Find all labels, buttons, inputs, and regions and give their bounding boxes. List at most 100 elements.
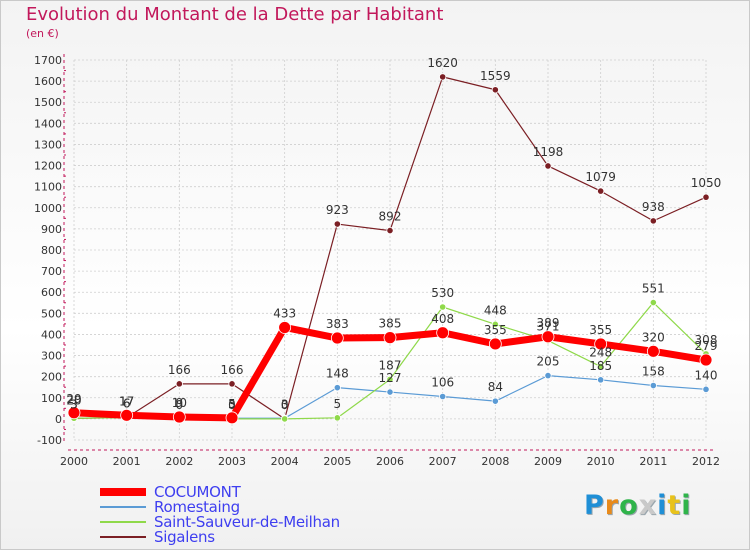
data-label: 308	[695, 333, 718, 347]
logo-letter: x	[638, 490, 658, 521]
data-point	[225, 411, 239, 425]
data-point	[386, 226, 394, 235]
data-point	[597, 376, 605, 384]
data-point	[436, 326, 450, 340]
data-label: 106	[431, 376, 454, 390]
y-tick-label: 300	[41, 350, 62, 363]
data-label: 6	[123, 397, 131, 411]
data-point	[281, 415, 289, 423]
data-label: 1620	[427, 56, 458, 70]
data-point	[333, 220, 341, 228]
data-label: 355	[589, 323, 612, 337]
x-tick-label: 2011	[639, 455, 667, 468]
x-tick-label: 2002	[165, 455, 193, 468]
x-tick-label: 2004	[271, 455, 299, 468]
data-label: 371	[537, 320, 560, 334]
data-point	[439, 303, 447, 311]
data-point	[649, 381, 657, 390]
data-point	[175, 380, 183, 388]
data-label: 355	[484, 323, 507, 337]
data-point	[488, 337, 502, 351]
data-point	[702, 385, 710, 393]
data-label: 1050	[691, 176, 722, 190]
y-tick-label: 900	[41, 223, 62, 236]
data-label: 248	[589, 346, 612, 360]
data-point	[333, 384, 341, 392]
y-tick-label: 1400	[34, 117, 62, 130]
y-tick-label: 200	[41, 371, 62, 384]
legend-label: Saint-Sauveur-de-Meilhan	[154, 512, 340, 531]
unit-label: (en €)	[26, 27, 59, 40]
data-label: 3	[281, 397, 289, 411]
proxiti-logo: Proxiti	[584, 490, 692, 521]
data-label: 0	[281, 398, 289, 412]
y-tick-label: 1500	[34, 96, 62, 109]
x-tick-label: 2000	[60, 455, 88, 468]
data-point	[646, 344, 660, 358]
data-label: 385	[379, 317, 402, 331]
logo-letter: o	[619, 490, 639, 521]
data-point	[120, 408, 134, 422]
logo-letter: r	[604, 490, 620, 521]
data-label: 6	[123, 397, 131, 411]
data-label: 1198	[533, 145, 564, 159]
data-label: 0	[176, 398, 184, 412]
y-tick-label: 800	[41, 244, 62, 257]
data-label: 205	[537, 355, 560, 369]
x-tick-label: 2010	[587, 455, 615, 468]
data-label: 17	[119, 394, 134, 408]
data-label: 3	[70, 397, 78, 411]
data-point	[386, 375, 394, 384]
data-label: 3	[70, 397, 78, 411]
data-label: 17	[119, 394, 134, 408]
legend-swatch	[100, 505, 146, 508]
y-tick-label: 1200	[34, 160, 62, 173]
y-tick-label: 0	[55, 413, 62, 426]
data-label: 187	[379, 358, 402, 372]
data-label: 166	[168, 363, 191, 377]
logo-letter: t	[667, 490, 682, 521]
logo-letter: i	[681, 490, 692, 521]
data-label: 383	[326, 317, 349, 331]
data-point	[649, 298, 657, 307]
logo-letter: P	[584, 490, 605, 521]
data-label: 320	[642, 330, 665, 344]
data-point	[702, 193, 710, 201]
legend-swatch	[100, 487, 146, 496]
x-tick-label: 2008	[481, 455, 509, 468]
legend: COCUMONT Romestaing Saint-Sauveur-de-Meilh…	[100, 482, 340, 546]
data-label: 20	[66, 394, 81, 408]
y-tick-label: -100	[37, 434, 62, 447]
legend-label: Sigalens	[154, 527, 215, 546]
data-label: 448	[484, 303, 507, 317]
data-label: 29	[66, 392, 81, 406]
x-tick-label: 2007	[429, 455, 457, 468]
data-label: 0	[281, 398, 289, 412]
axes: -100010020030040050060070080090010001100…	[34, 54, 720, 468]
data-label: 1079	[585, 170, 616, 184]
data-label: 0	[228, 398, 236, 412]
y-tick-label: 400	[41, 328, 62, 341]
data-point	[439, 392, 447, 401]
data-point	[330, 331, 344, 345]
legend-label: COCUMONT	[154, 482, 241, 501]
x-tick-label: 2001	[113, 455, 141, 468]
data-label: 892	[379, 210, 402, 224]
x-tick-label: 2006	[376, 455, 404, 468]
data-label: 5	[228, 397, 236, 411]
data-point	[228, 380, 236, 388]
y-tick-label: 1300	[34, 138, 62, 151]
data-point	[383, 331, 397, 345]
data-point	[597, 362, 605, 371]
y-tick-label: 1100	[34, 181, 62, 194]
y-tick-label: 500	[41, 307, 62, 320]
data-point	[541, 330, 555, 344]
data-label: 551	[642, 282, 665, 296]
y-tick-label: 1700	[34, 54, 62, 67]
data-point	[544, 162, 552, 170]
data-label: 185	[589, 359, 612, 373]
data-point	[699, 353, 713, 367]
data-point	[597, 187, 605, 195]
data-label: 148	[326, 367, 349, 381]
